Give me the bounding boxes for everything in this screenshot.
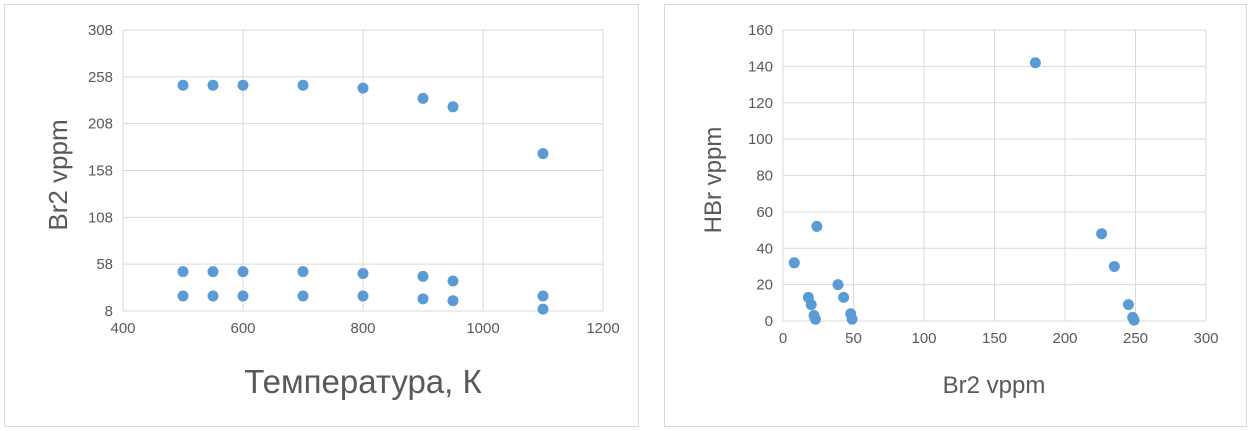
x-tick-label: 600 <box>230 320 255 337</box>
y-tick-label: 100 <box>748 131 773 148</box>
x-tick-label: 250 <box>1123 330 1148 347</box>
y-tick-label: 258 <box>88 69 113 86</box>
data-point <box>788 257 800 269</box>
x-tick-label: 200 <box>1052 330 1077 347</box>
data-point <box>207 290 219 302</box>
y-tick-label: 0 <box>765 313 773 330</box>
data-point <box>537 148 549 160</box>
x-tick-label: 0 <box>779 330 787 347</box>
data-point <box>1122 299 1134 311</box>
data-point <box>1128 314 1140 326</box>
data-point <box>297 79 309 91</box>
data-point <box>809 313 821 325</box>
data-point <box>417 92 429 104</box>
data-point <box>838 291 850 303</box>
x-tick-label: 1200 <box>586 320 619 337</box>
data-point <box>177 79 189 91</box>
data-point <box>177 266 189 278</box>
data-point <box>447 295 459 307</box>
x-axis-title: Br2 vppm <box>943 372 1046 399</box>
data-point <box>237 79 249 91</box>
data-point <box>297 266 309 278</box>
y-tick-label: 80 <box>756 168 773 185</box>
x-tick-label: 1000 <box>466 320 499 337</box>
data-point <box>207 79 219 91</box>
chart-br2-hbr: 0 50 100 150 200 250 300 0 20 40 60 80 100 120 140 160 B… <box>664 4 1247 427</box>
y-tick-label: 308 <box>88 22 113 39</box>
data-point <box>237 266 249 278</box>
data-point <box>357 290 369 302</box>
data-point <box>177 290 189 302</box>
data-point <box>811 220 823 232</box>
y-tick-label: 20 <box>756 277 773 294</box>
data-point <box>417 293 429 305</box>
data-point <box>237 290 249 302</box>
y-tick-label: 120 <box>748 95 773 112</box>
data-point <box>1096 228 1108 240</box>
data-point <box>297 290 309 302</box>
y-tick-label: 140 <box>748 58 773 75</box>
y-tick-label: 40 <box>756 240 773 257</box>
x-axis-title: Температура, К <box>244 363 482 400</box>
y-tick-label: 58 <box>96 256 113 273</box>
data-point <box>447 275 459 287</box>
data-point <box>447 101 459 113</box>
data-point <box>1029 57 1041 69</box>
x-tick-label: 50 <box>845 330 862 347</box>
y-tick-label: 60 <box>756 204 773 221</box>
chart-temperature-br2-svg: 400 600 800 1000 1200 8 58 108 158 208 258 308 Темпе… <box>43 22 620 400</box>
y-tick-label: 208 <box>88 116 113 133</box>
data-point <box>805 299 817 311</box>
y-tick-label: 158 <box>88 163 113 180</box>
data-point <box>537 303 549 315</box>
x-tick-label: 800 <box>350 320 375 337</box>
x-tick-label: 100 <box>911 330 936 347</box>
data-point <box>357 82 369 94</box>
data-point <box>537 290 549 302</box>
y-tick-label: 160 <box>748 22 773 39</box>
y-axis-title: HBr vppm <box>700 127 727 234</box>
y-axis-title: Br2 vppm <box>43 119 73 230</box>
y-tick-label: 108 <box>88 209 113 226</box>
data-point <box>832 279 844 291</box>
x-tick-label: 150 <box>982 330 1007 347</box>
chart-br2-hbr-svg: 0 50 100 150 200 250 300 0 20 40 60 80 100 120 140 160 B… <box>700 22 1219 399</box>
data-point <box>207 266 219 278</box>
data-point <box>1108 260 1120 272</box>
x-tick-label: 400 <box>110 320 135 337</box>
data-point <box>357 268 369 280</box>
x-tick-label: 300 <box>1193 330 1218 347</box>
chart-temperature-br2: 400 600 800 1000 1200 8 58 108 158 208 258 308 Темпе… <box>4 4 639 427</box>
y-tick-label: 8 <box>105 303 113 320</box>
data-point <box>846 313 858 325</box>
data-point <box>417 270 429 282</box>
